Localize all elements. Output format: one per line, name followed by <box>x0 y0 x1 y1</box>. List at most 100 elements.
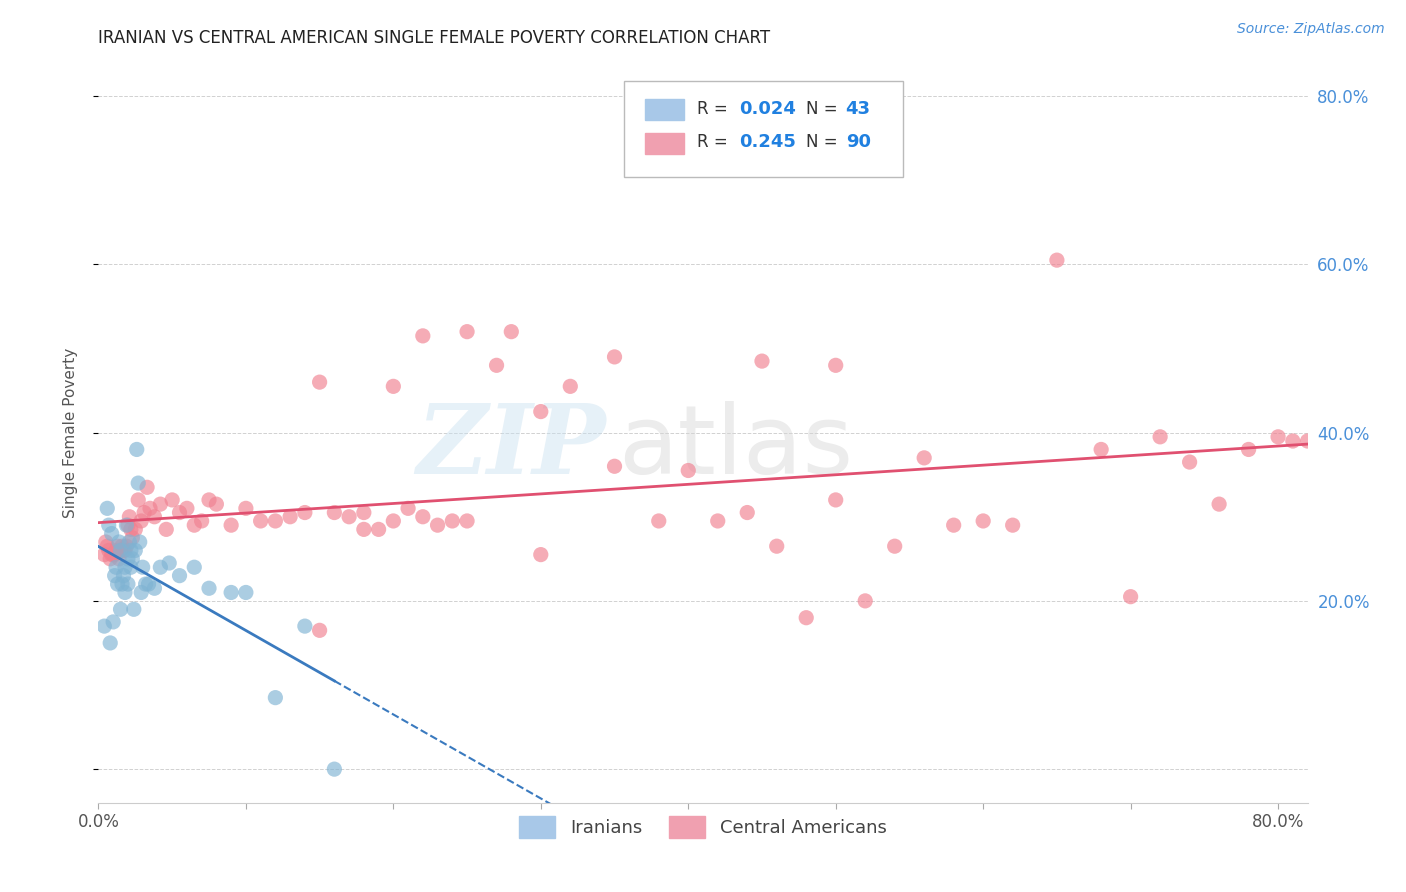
FancyBboxPatch shape <box>645 99 683 120</box>
Point <box>143 509 166 524</box>
Point <box>603 459 626 474</box>
Point <box>1296 434 1319 448</box>
Point <box>278 509 301 524</box>
Point <box>678 463 700 477</box>
Point <box>120 543 142 558</box>
Point <box>382 379 405 393</box>
Point <box>972 514 994 528</box>
Point <box>1001 518 1024 533</box>
Point <box>735 506 758 520</box>
Point <box>117 577 139 591</box>
Text: ZIP: ZIP <box>416 401 606 494</box>
Point <box>883 539 905 553</box>
Point <box>108 551 131 566</box>
Point <box>323 762 346 776</box>
Point <box>110 543 132 558</box>
Point <box>648 514 671 528</box>
Point <box>765 539 787 553</box>
Point <box>1178 455 1201 469</box>
Point <box>129 585 152 599</box>
Point <box>190 514 212 528</box>
Point <box>149 497 172 511</box>
Point <box>1090 442 1112 457</box>
Point <box>249 514 271 528</box>
Point <box>396 501 419 516</box>
Point <box>176 501 198 516</box>
Point <box>155 522 177 536</box>
Point <box>105 543 128 558</box>
Point <box>100 526 122 541</box>
Point <box>117 518 139 533</box>
Point <box>706 514 728 528</box>
Point <box>912 450 935 465</box>
Point <box>501 325 523 339</box>
Point <box>456 325 478 339</box>
Point <box>125 442 148 457</box>
Point <box>1282 434 1305 448</box>
Point <box>111 577 134 591</box>
Point <box>139 501 162 516</box>
Point <box>485 359 508 373</box>
Point <box>205 497 228 511</box>
Point <box>118 535 141 549</box>
Point <box>751 354 773 368</box>
Point <box>308 624 330 638</box>
Point <box>530 404 553 418</box>
Point <box>157 556 180 570</box>
Point <box>824 359 846 373</box>
Point <box>1149 430 1171 444</box>
Point <box>426 518 449 533</box>
Point <box>94 535 117 549</box>
Point <box>108 535 131 549</box>
Point <box>794 610 817 624</box>
Text: R =: R = <box>697 134 733 152</box>
Point <box>98 636 121 650</box>
Point <box>198 492 221 507</box>
Point <box>111 539 134 553</box>
Point <box>93 619 115 633</box>
Point <box>134 506 156 520</box>
Point <box>117 551 139 566</box>
Point <box>114 543 136 558</box>
Point <box>560 379 582 393</box>
Y-axis label: Single Female Poverty: Single Female Poverty <box>63 348 77 517</box>
Point <box>135 577 157 591</box>
Point <box>122 602 145 616</box>
Point <box>235 585 257 599</box>
Point <box>121 531 143 545</box>
Point <box>1237 442 1260 457</box>
Point <box>124 543 146 558</box>
Legend: Iranians, Central Americans: Iranians, Central Americans <box>512 809 894 846</box>
Point <box>124 522 146 536</box>
Point <box>104 548 127 562</box>
Point <box>120 522 142 536</box>
Point <box>100 548 122 562</box>
Point <box>98 551 121 566</box>
Point <box>120 560 142 574</box>
Point <box>160 492 183 507</box>
Point <box>219 585 242 599</box>
Point <box>308 375 330 389</box>
Point <box>1208 497 1230 511</box>
Point <box>264 514 287 528</box>
Text: 43: 43 <box>845 100 870 118</box>
Point <box>112 568 135 582</box>
Point <box>456 514 478 528</box>
Point <box>294 619 316 633</box>
Point <box>105 560 128 574</box>
Point <box>441 514 464 528</box>
Point <box>530 548 553 562</box>
Point <box>367 522 389 536</box>
Point <box>115 518 138 533</box>
Point <box>97 543 120 558</box>
Point <box>382 514 405 528</box>
Point <box>169 568 191 582</box>
Text: atlas: atlas <box>619 401 853 494</box>
Point <box>136 480 159 494</box>
Point <box>1267 430 1289 444</box>
Point <box>110 543 132 558</box>
Point <box>1046 253 1069 268</box>
Point <box>110 602 132 616</box>
Point <box>101 615 124 629</box>
Point <box>198 581 221 595</box>
